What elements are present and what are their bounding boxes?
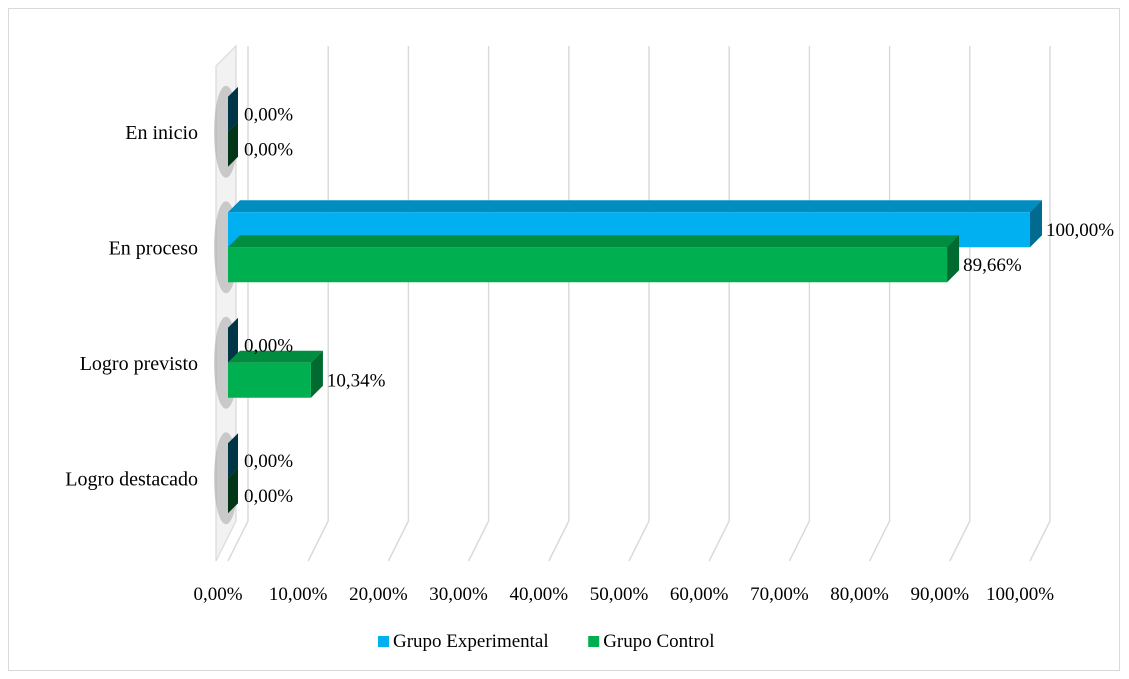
- legend-swatch: [588, 636, 600, 647]
- bar-side-face: [1030, 200, 1042, 248]
- data-label: 0,00%: [244, 335, 293, 356]
- category-label: Logro previsto: [80, 353, 198, 375]
- axis-wall-panel: [215, 44, 237, 562]
- legend-label: Grupo Control: [603, 631, 714, 652]
- data-label: 100,00%: [1046, 220, 1114, 241]
- bar-front-face: [228, 247, 948, 283]
- bar-grupo-experimental-logro-previsto: [228, 317, 238, 363]
- gridline-floor: [1029, 520, 1051, 562]
- legend-item-grupo-control: Grupo Control: [588, 631, 715, 652]
- category-label: En inicio: [125, 122, 198, 144]
- bar-grupo-experimental-logro-destacado: [228, 433, 238, 479]
- legend: Grupo Experimental Grupo Control: [378, 631, 715, 652]
- x-tick-label: 90,00%: [911, 584, 970, 605]
- x-tick-label: 0,00%: [193, 584, 242, 605]
- bar-top-face: [228, 350, 323, 363]
- bar-front-face: [228, 362, 311, 398]
- gridline-floor: [307, 520, 329, 562]
- x-tick-label: 80,00%: [830, 584, 889, 605]
- bar-zero-stub: [228, 468, 238, 514]
- x-tick-labels: 0,00% 10,00% 20,00% 30,00% 40,00% 50,00% 60,00…: [193, 584, 1054, 605]
- bar-grupo-control-en-proceso: [228, 235, 960, 283]
- bar-zero-stub: [228, 121, 238, 167]
- data-label: 10,34%: [327, 370, 386, 391]
- legend-label: Grupo Experimental: [393, 631, 549, 652]
- bar-zero-stub: [228, 86, 238, 132]
- x-tick-label: 40,00%: [510, 584, 569, 605]
- bar-side-face: [947, 235, 960, 283]
- x-tick-label: 70,00%: [750, 584, 809, 605]
- gridline-floor: [868, 520, 891, 562]
- bar-grupo-experimental-en-inicio: [228, 86, 238, 132]
- legend-swatch: [378, 636, 389, 647]
- bar-zero-stub: [228, 317, 238, 363]
- category-label: Logro destacado: [65, 468, 198, 490]
- bars: [228, 86, 1042, 514]
- gridline-floor: [708, 520, 730, 562]
- gridline-floor: [467, 520, 490, 562]
- gridline-floor: [387, 520, 410, 562]
- data-label: 0,00%: [244, 486, 293, 507]
- bar-grupo-control-logro-destacado: [228, 468, 238, 514]
- bar-top-face: [228, 235, 960, 248]
- bar-side-face: [310, 350, 323, 398]
- bar-grupo-control-logro-previsto: [228, 350, 323, 398]
- x-tick-label: 30,00%: [429, 584, 488, 605]
- gridline-floor: [548, 520, 570, 562]
- legend-item-grupo-experimental: Grupo Experimental: [378, 631, 549, 652]
- chart-frame: [8, 8, 1120, 671]
- x-tick-label: 50,00%: [590, 584, 649, 605]
- data-label: 0,00%: [244, 104, 293, 125]
- category-label: En proceso: [109, 237, 198, 259]
- data-label: 0,00%: [244, 139, 293, 160]
- x-tick-label: 100,00%: [986, 584, 1054, 605]
- data-label: 0,00%: [244, 451, 293, 472]
- gridline-floor: [949, 520, 971, 562]
- x-tick-label: 20,00%: [349, 584, 408, 605]
- gridline-floor: [788, 520, 811, 562]
- bar-grupo-control-en-inicio: [228, 121, 238, 167]
- x-tick-label: 10,00%: [269, 584, 328, 605]
- gridline-floor: [227, 520, 249, 562]
- gridlines: [227, 46, 1051, 562]
- x-tick-label: 60,00%: [670, 584, 729, 605]
- category-labels: En inicio En proceso Logro previsto Logro d…: [65, 122, 198, 491]
- bar-zero-stub: [228, 433, 238, 479]
- data-labels: 0,00% 100,00% 0,00% 0,00% 0,00% 89,66% 10,34% 0…: [244, 104, 1114, 507]
- data-label: 89,66%: [963, 255, 1022, 276]
- bar-top-face: [228, 200, 1042, 213]
- gridline-floor: [628, 520, 650, 562]
